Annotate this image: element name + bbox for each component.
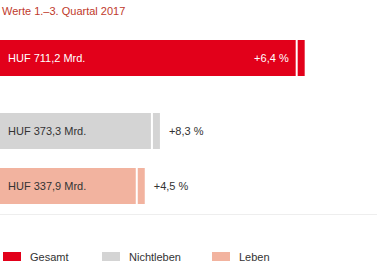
growth-label: +6,4 % [254,52,289,64]
x-axis-line [0,214,377,215]
growth-label: +4,5 % [154,180,189,192]
legend-label: Gesamt [30,251,69,263]
legend-label: Leben [239,251,270,263]
bar [0,40,305,76]
data-label: HUF 373,3 Mrd. [8,125,86,137]
title: Werte 1.–3. Quartal 2017 [2,5,125,17]
legend-label: Nichtleben [129,251,181,263]
labels: HUF 711,2 Mrd. +6,4 % HUF 373,3 Mrd. +8,3 %… [8,52,289,192]
legend: Gesamt Nichtleben Leben [3,251,270,263]
bars [0,40,305,204]
data-label: HUF 711,2 Mrd. [8,52,85,64]
bar-separator [136,168,138,204]
bar [0,113,160,149]
legend-swatch [212,252,230,261]
bar-separator [151,113,153,149]
data-label: HUF 337,9 Mrd. [8,180,86,192]
legend-swatch [3,252,21,261]
growth-label: +8,3 % [169,125,204,137]
bar-separator [296,40,298,76]
chart: Werte 1.–3. Quartal 2017 HUF 711,2 Mrd. +6… [0,0,381,270]
legend-swatch [102,252,120,261]
bar [0,168,145,204]
